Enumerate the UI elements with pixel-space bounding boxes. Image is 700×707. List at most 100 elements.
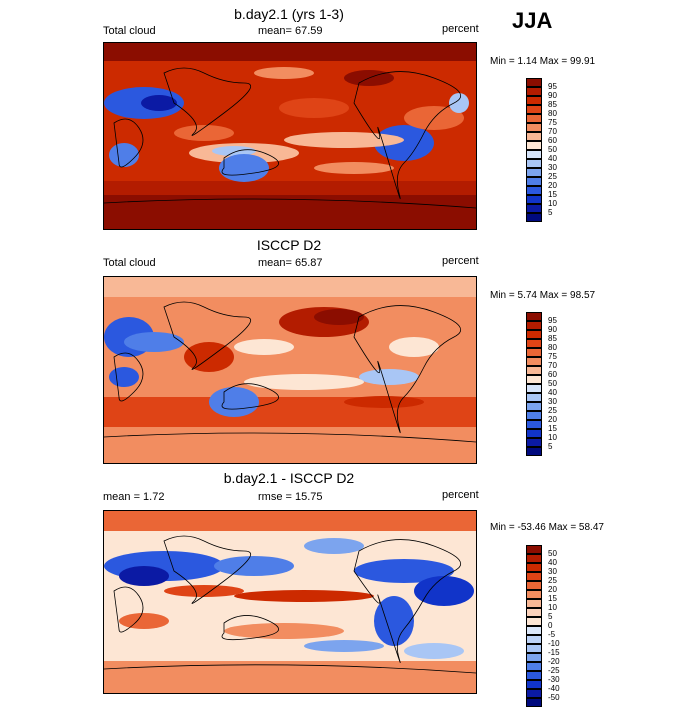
colorbar-segment — [526, 617, 542, 626]
panel1-minmax: Min = 1.14 Max = 99.91 — [490, 56, 596, 67]
colorbar-tick-label: 80 — [548, 343, 557, 352]
panel2-title: ISCCP D2 — [256, 237, 322, 253]
panel1-contour-field — [104, 43, 476, 229]
panel1-map — [103, 42, 477, 230]
colorbar-segment — [526, 545, 542, 554]
colorbar-segment — [526, 680, 542, 689]
colorbar-tick-label: 15 — [548, 190, 557, 199]
colorbar-tick-label: 30 — [548, 163, 557, 172]
colorbar-segment — [526, 671, 542, 680]
colorbar-tick-label: -10 — [548, 639, 560, 648]
colorbar-segment — [526, 662, 542, 671]
colorbar-segment — [526, 96, 542, 105]
colorbar-tick-label: 50 — [548, 145, 557, 154]
colorbar-tick-label: 85 — [548, 334, 557, 343]
colorbar-tick-label: 5 — [548, 612, 553, 621]
colorbar-tick-label: 30 — [548, 567, 557, 576]
colorbar-tick-label: -30 — [548, 675, 560, 684]
colorbar-tick-label: 5 — [548, 442, 553, 451]
panel2-colorbar: 95 90 85 80 75 70 60 50 40 30 25 20 15 10 5 — [526, 312, 557, 456]
panel1-title: b.day2.1 (yrs 1-3) — [234, 6, 344, 22]
colorbar-tick-label: -25 — [548, 666, 560, 675]
panel1-colorbar: 95 90 85 80 75 70 60 50 40 30 25 20 15 10 5 — [526, 78, 557, 222]
colorbar-segment — [526, 608, 542, 617]
colorbar-segment — [526, 321, 542, 330]
panel3-colorbar: 50 40 30 25 20 15 10 5 0 -5 -10 -15 -20 -25 -30 -40 -50 — [526, 545, 560, 707]
colorbar-segment — [526, 366, 542, 375]
colorbar-tick-label: 75 — [548, 118, 557, 127]
panel3-rmse-label: rmse = 15.75 — [258, 491, 323, 503]
colorbar-segment — [526, 168, 542, 177]
colorbar-segment — [526, 312, 542, 321]
colorbar-tick-label: 10 — [548, 199, 557, 208]
colorbar-segment — [526, 626, 542, 635]
colorbar-tick-label: 50 — [548, 379, 557, 388]
colorbar-segment — [526, 438, 542, 447]
colorbar-segment — [526, 330, 542, 339]
colorbar-segment — [526, 339, 542, 348]
panel1-colorbar-segments — [526, 78, 542, 222]
colorbar-tick-label: 80 — [548, 109, 557, 118]
colorbar-tick-label: 75 — [548, 352, 557, 361]
colorbar-tick-label: -5 — [548, 630, 556, 639]
colorbar-segment — [526, 447, 542, 456]
panel1-units-label: percent — [442, 23, 479, 35]
colorbar-segment — [526, 393, 542, 402]
panel1-mean-label: mean= 67.59 — [258, 25, 323, 37]
colorbar-tick-label: 20 — [548, 585, 557, 594]
colorbar-tick-label: 60 — [548, 370, 557, 379]
colorbar-segment — [526, 590, 542, 599]
colorbar-tick-label: -20 — [548, 657, 560, 666]
colorbar-segment — [526, 653, 542, 662]
panel3-map — [103, 510, 477, 694]
panel2-units-label: percent — [442, 255, 479, 267]
colorbar-tick-label: 60 — [548, 136, 557, 145]
colorbar-segment — [526, 105, 542, 114]
colorbar-tick-label: -40 — [548, 684, 560, 693]
colorbar-segment — [526, 159, 542, 168]
colorbar-tick-label: 10 — [548, 603, 557, 612]
colorbar-segment — [526, 195, 542, 204]
colorbar-tick-label: 15 — [548, 424, 557, 433]
colorbar-tick-label: 25 — [548, 576, 557, 585]
colorbar-tick-label: 95 — [548, 82, 557, 91]
panel2-colorbar-segments — [526, 312, 542, 456]
colorbar-segment — [526, 572, 542, 581]
colorbar-tick-label: 90 — [548, 325, 557, 334]
colorbar-segment — [526, 375, 542, 384]
colorbar-segment — [526, 635, 542, 644]
colorbar-segment — [526, 599, 542, 608]
colorbar-segment — [526, 123, 542, 132]
colorbar-tick-label: 20 — [548, 181, 557, 190]
panel1-variable-label: Total cloud — [103, 25, 156, 37]
colorbar-tick-label: 40 — [548, 388, 557, 397]
colorbar-segment — [526, 563, 542, 572]
colorbar-tick-label: 20 — [548, 415, 557, 424]
colorbar-segment — [526, 177, 542, 186]
colorbar-tick-label: 95 — [548, 316, 557, 325]
colorbar-tick-label: 25 — [548, 172, 557, 181]
colorbar-tick-label: 25 — [548, 406, 557, 415]
colorbar-segment — [526, 204, 542, 213]
colorbar-tick-label: 30 — [548, 397, 557, 406]
panel2-contour-field — [104, 277, 476, 463]
panel2-map — [103, 276, 477, 464]
colorbar-segment — [526, 554, 542, 563]
colorbar-tick-label: 15 — [548, 594, 557, 603]
colorbar-segment — [526, 114, 542, 123]
colorbar-segment — [526, 213, 542, 222]
colorbar-tick-label: 70 — [548, 127, 557, 136]
colorbar-tick-label: 40 — [548, 154, 557, 163]
colorbar-segment — [526, 78, 542, 87]
colorbar-segment — [526, 420, 542, 429]
colorbar-segment — [526, 357, 542, 366]
panel2-minmax: Min = 5.74 Max = 98.57 — [490, 290, 596, 301]
colorbar-segment — [526, 698, 542, 707]
colorbar-tick-label: 5 — [548, 208, 553, 217]
colorbar-segment — [526, 132, 542, 141]
colorbar-segment — [526, 348, 542, 357]
colorbar-segment — [526, 186, 542, 195]
colorbar-tick-label: 40 — [548, 558, 557, 567]
colorbar-tick-label: 70 — [548, 361, 557, 370]
panel3-contour-field — [104, 511, 476, 693]
